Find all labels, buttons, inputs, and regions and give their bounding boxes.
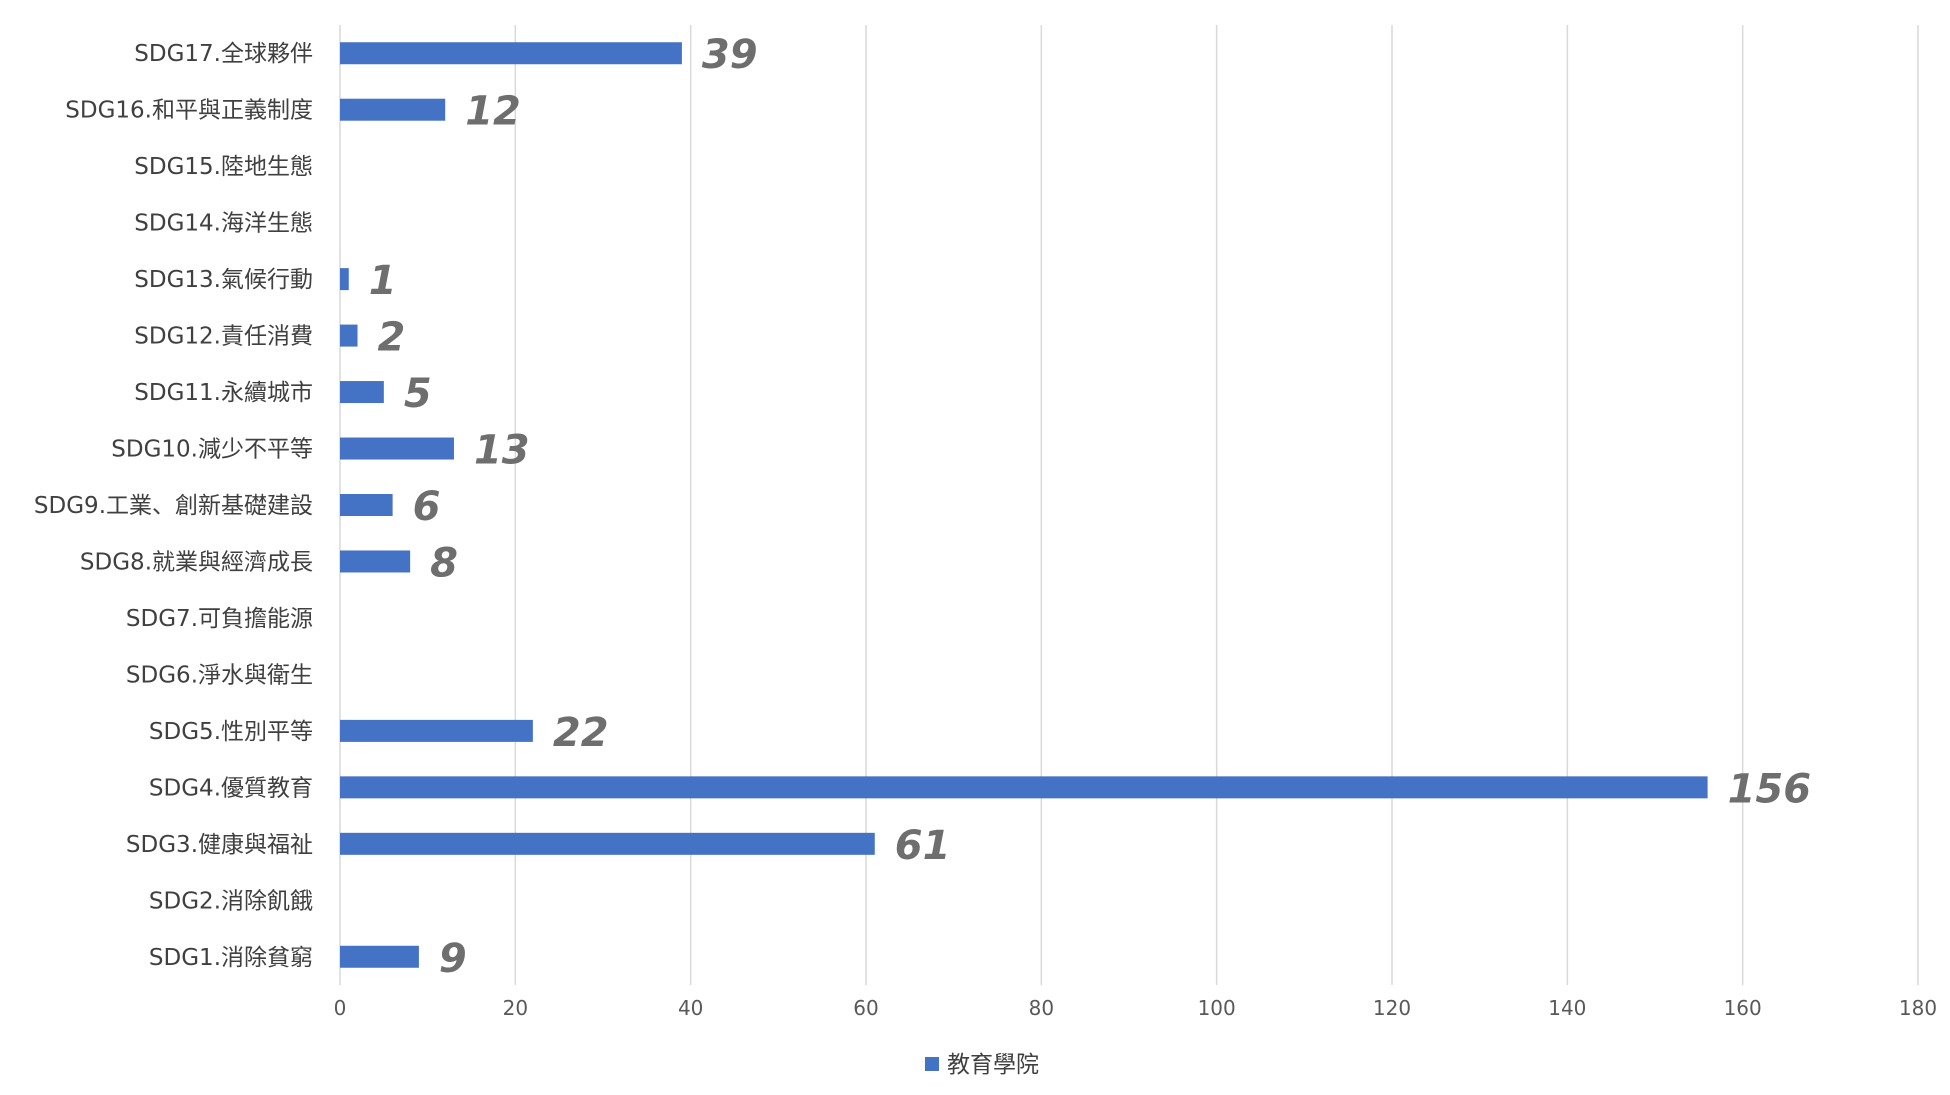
data-label: 5 <box>404 371 432 417</box>
bar <box>340 945 419 968</box>
category-label: SDG7.可負擔能源 <box>126 606 313 632</box>
data-labels: 9 61 156 22 8 6 13 5 2 1 12 39 <box>369 32 1811 982</box>
bar <box>340 324 358 347</box>
x-axis-tick-labels: 0 20 40 60 80 100 120 140 160 180 <box>334 996 1937 1020</box>
bar <box>340 776 1708 799</box>
x-tick-label: 20 <box>503 996 528 1020</box>
category-labels: SDG1.消除貧窮 SDG2.消除飢餓 SDG3.健康與福祉 SDG4.優質教育 SDG… <box>34 41 313 971</box>
bar <box>340 42 682 65</box>
bar <box>340 381 384 404</box>
category-label: SDG5.性別平等 <box>149 719 313 745</box>
category-label: SDG8.就業與經濟成長 <box>80 549 313 575</box>
x-tick-label: 180 <box>1899 996 1937 1020</box>
bars <box>340 42 1708 968</box>
data-label: 2 <box>378 315 406 361</box>
x-tick-label: 160 <box>1724 996 1762 1020</box>
data-label: 8 <box>430 540 458 586</box>
data-label: 12 <box>465 89 521 135</box>
data-label: 156 <box>1728 766 1812 812</box>
data-label: 13 <box>474 428 530 474</box>
data-label: 6 <box>413 484 441 530</box>
category-label: SDG16.和平與正義制度 <box>65 98 313 124</box>
bar <box>340 550 411 573</box>
category-label: SDG3.健康與福祉 <box>126 832 313 858</box>
x-tick-label: 60 <box>853 996 878 1020</box>
bar <box>340 832 875 855</box>
x-tick-label: 80 <box>1029 996 1054 1020</box>
category-label: SDG12.責任消費 <box>134 324 313 350</box>
category-label: SDG17.全球夥伴 <box>134 41 313 67</box>
category-label: SDG9.工業、創新基礎建設 <box>34 493 313 519</box>
legend: 教育學院 <box>925 1052 1039 1078</box>
x-tick-label: 0 <box>334 996 347 1020</box>
bar <box>340 268 349 291</box>
bar <box>340 719 533 742</box>
data-label: 1 <box>369 258 397 304</box>
category-label: SDG2.消除飢餓 <box>149 888 313 914</box>
x-tick-label: 100 <box>1198 996 1236 1020</box>
gridlines <box>339 25 1919 985</box>
legend-swatch <box>925 1057 939 1071</box>
category-label: SDG15.陸地生態 <box>134 154 313 180</box>
data-label: 9 <box>439 936 467 982</box>
x-tick-label: 120 <box>1373 996 1411 1020</box>
category-label: SDG13.氣候行動 <box>134 267 313 293</box>
category-label: SDG1.消除貧窮 <box>149 945 313 971</box>
bar <box>340 437 454 460</box>
legend-label: 教育學院 <box>947 1052 1039 1078</box>
bar <box>340 98 446 121</box>
x-tick-label: 40 <box>678 996 703 1020</box>
data-label: 61 <box>895 823 951 869</box>
x-tick-label: 140 <box>1548 996 1586 1020</box>
category-label: SDG11.永續城市 <box>134 380 313 406</box>
data-label: 22 <box>553 710 609 756</box>
category-label: SDG14.海洋生態 <box>134 211 313 237</box>
data-label: 39 <box>702 32 758 78</box>
category-label: SDG4.優質教育 <box>149 775 313 801</box>
category-label: SDG10.減少不平等 <box>111 437 313 463</box>
bar <box>340 494 393 516</box>
category-label: SDG6.淨水與衛生 <box>126 662 313 688</box>
